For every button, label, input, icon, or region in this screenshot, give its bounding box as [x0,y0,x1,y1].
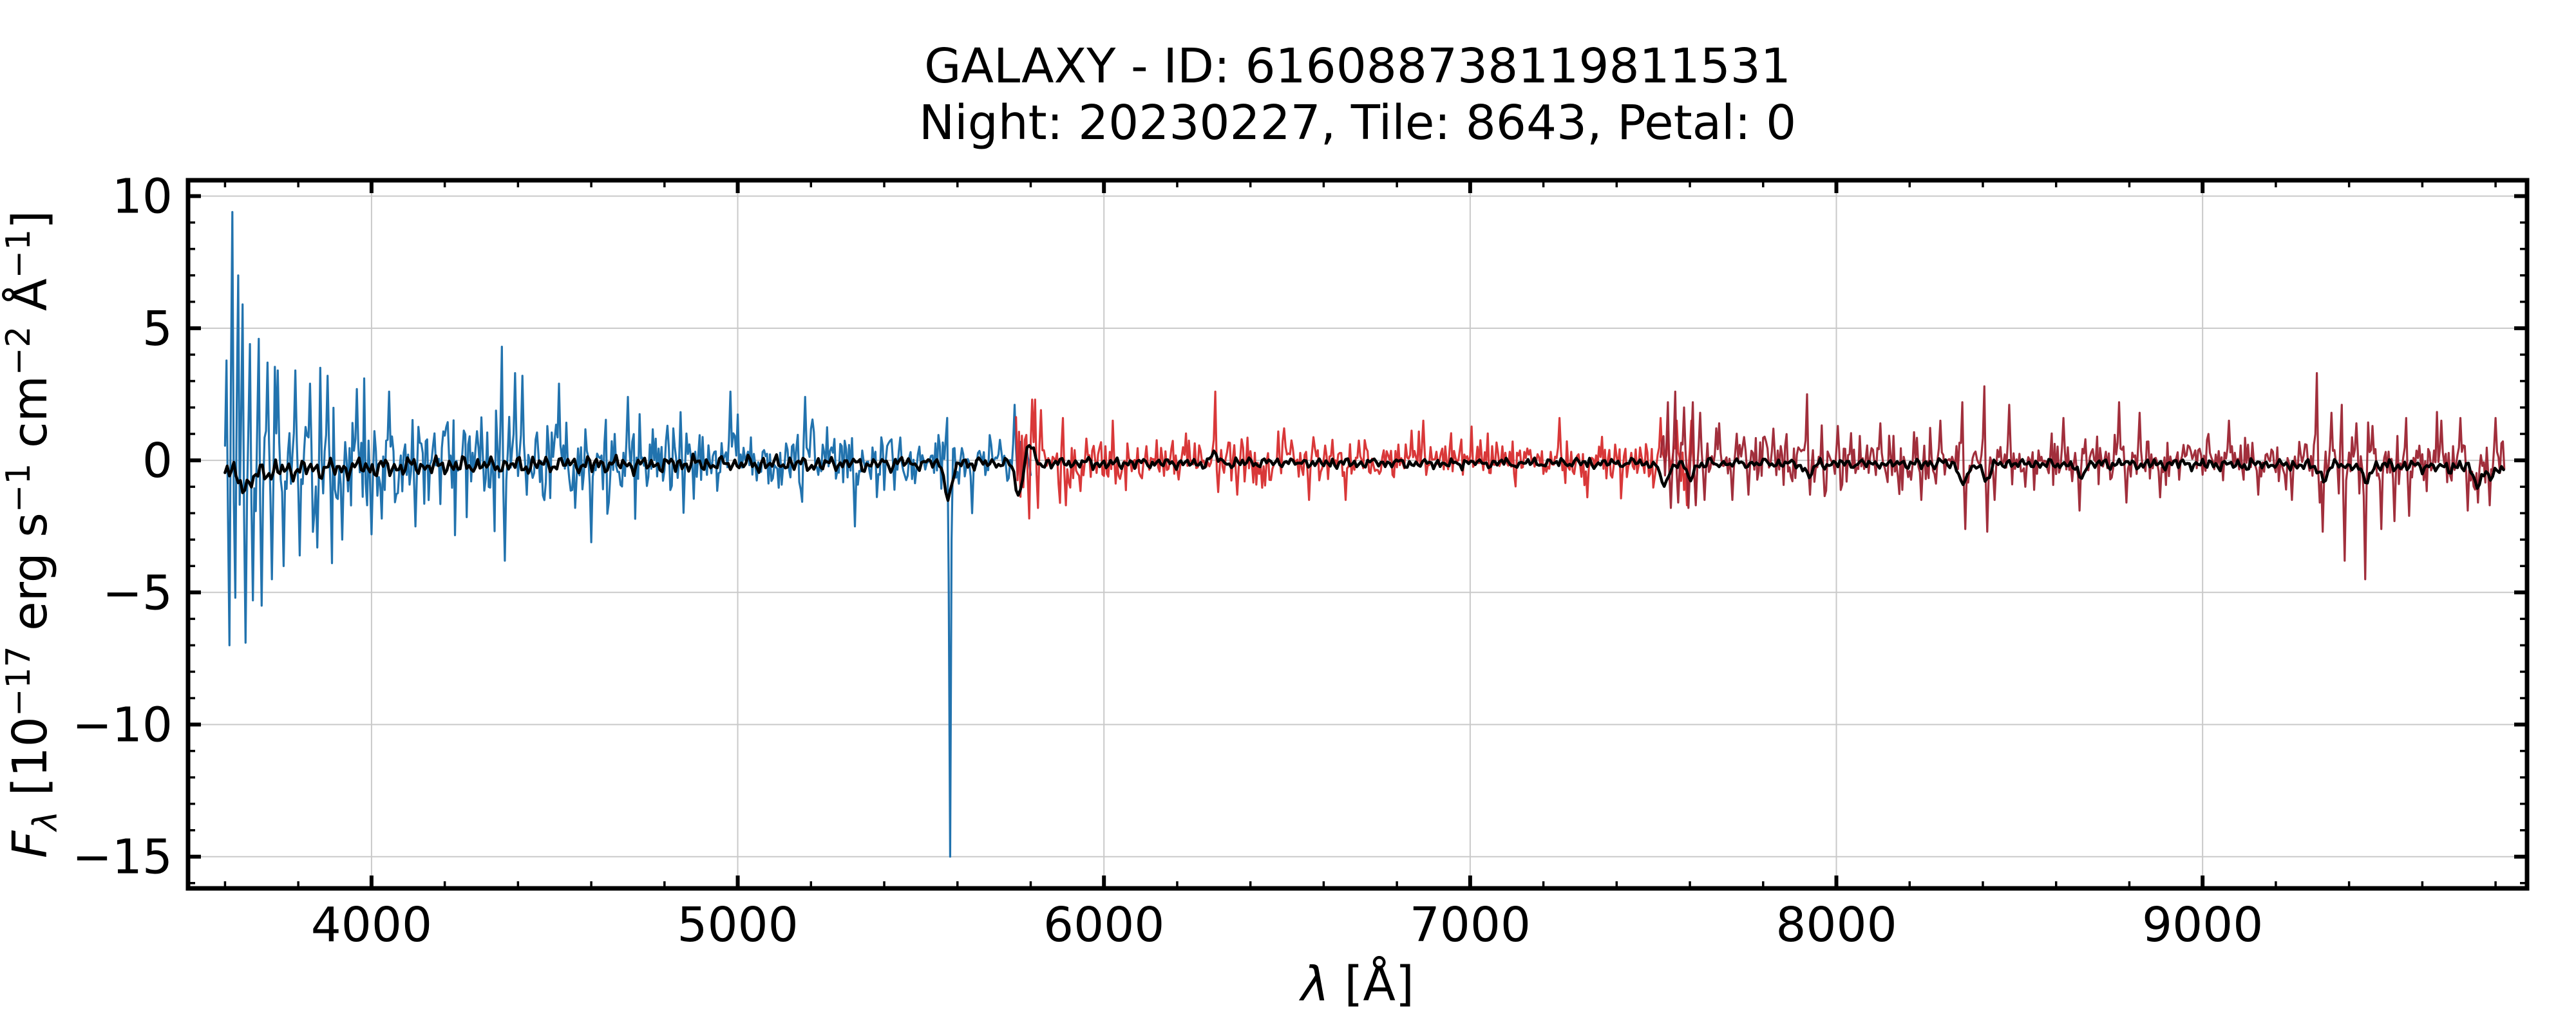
x-tick-label: 5000 [677,897,798,953]
y-axis-label: Fλ [10−17 erg s−1 cm−2 Å−1] [0,211,65,858]
axes-frame [185,178,2530,891]
r-arm-spectrum-line [1015,390,1698,520]
y-tick-label: −5 [102,565,173,621]
smoothed-spectrum-line [223,444,2505,502]
x-tick-label: 8000 [1776,897,1897,953]
tick-labels: 4000 5000 6000 7000 8000 9000 −15 −10 −5 0 5 10 [72,169,2264,953]
y-tick-label: 5 [142,301,173,357]
y-tick-label: −10 [72,698,173,753]
x-axis-label: λ [Å] [1298,955,1414,1012]
y-tick-label: −15 [72,830,173,885]
z-arm-spectrum-line [1660,372,2506,581]
chart-title: GALAXY - ID: 616088738119811531 [924,39,1791,94]
spectrum-series [223,211,2506,858]
x-tick-label: 6000 [1043,897,1164,953]
tick-marks [188,180,2527,888]
y-tick-label: 0 [142,433,173,489]
x-tick-label: 7000 [1410,897,1531,953]
x-tick-label: 4000 [311,897,432,953]
y-tick-label: 10 [112,169,173,225]
x-tick-label: 9000 [2142,897,2263,953]
chart-subtitle: Night: 20230227, Tile: 8643, Petal: 0 [919,95,1796,151]
